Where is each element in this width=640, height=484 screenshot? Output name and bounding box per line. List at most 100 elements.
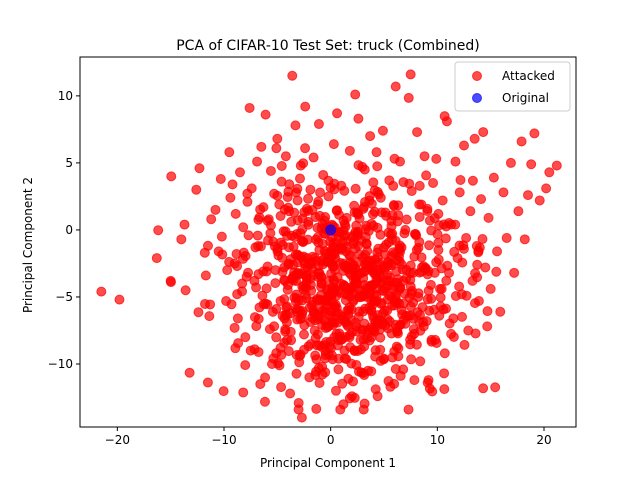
attacked-point — [315, 187, 326, 198]
x-axis-label: Principal Component 1 — [260, 456, 396, 470]
attacked-point — [394, 240, 405, 251]
attacked-point — [431, 257, 442, 268]
attacked-point — [314, 294, 325, 305]
attacked-point — [305, 259, 316, 270]
attacked-point — [314, 377, 325, 388]
attacked-point — [280, 226, 291, 237]
attacked-point — [324, 341, 335, 352]
attacked-point — [378, 354, 389, 365]
attacked-point — [240, 332, 251, 343]
attacked-point — [244, 102, 255, 113]
attacked-point — [492, 246, 503, 257]
attacked-point — [328, 139, 339, 150]
attacked-point — [348, 265, 359, 276]
attacked-point — [390, 364, 401, 374]
attacked-point — [387, 234, 398, 245]
attacked-point — [501, 232, 512, 243]
attacked-point — [184, 367, 195, 378]
attacked-point — [238, 222, 249, 233]
attacked-point — [405, 334, 416, 345]
attacked-point — [384, 316, 395, 327]
legend-label-attacked: Attacked — [502, 69, 555, 83]
attacked-point — [320, 212, 331, 223]
attacked-point — [271, 332, 282, 343]
attacked-point — [351, 277, 362, 288]
attacked-point — [243, 230, 254, 241]
attacked-point — [232, 313, 243, 324]
attacked-point — [488, 172, 499, 183]
attacked-point — [341, 354, 352, 364]
attacked-point — [412, 127, 423, 138]
attacked-point — [426, 336, 437, 347]
attacked-point — [449, 246, 460, 257]
attacked-point — [298, 236, 309, 247]
attacked-point — [331, 328, 342, 339]
attacked-point — [478, 383, 489, 394]
attacked-point — [386, 215, 397, 226]
attacked-point — [305, 279, 316, 290]
attacked-point — [434, 310, 445, 321]
attacked-point — [544, 167, 555, 178]
attacked-point — [364, 302, 375, 313]
attacked-point — [505, 157, 516, 168]
attacked-point — [368, 177, 379, 188]
attacked-point — [294, 357, 305, 368]
attacked-point — [270, 265, 281, 276]
attacked-point — [509, 267, 520, 278]
attacked-point — [255, 204, 266, 215]
attacked-point — [529, 128, 540, 139]
attacked-point — [393, 343, 404, 354]
attacked-point — [253, 347, 264, 358]
attacked-point — [422, 206, 433, 217]
attacked-point — [353, 113, 364, 124]
attacked-point — [377, 125, 388, 136]
attacked-point — [277, 310, 288, 321]
attacked-point — [222, 265, 233, 276]
attacked-point — [251, 282, 262, 293]
attacked-point — [469, 133, 480, 144]
attacked-point — [443, 218, 454, 229]
attacked-point — [367, 260, 378, 271]
attacked-point — [457, 311, 468, 322]
attacked-point — [329, 184, 340, 195]
y-tick-label: −10 — [48, 357, 73, 371]
attacked-point — [444, 318, 455, 329]
attacked-point — [421, 170, 432, 181]
attacked-point — [386, 292, 397, 303]
attacked-point — [490, 382, 501, 393]
attacked-point — [429, 213, 440, 224]
attacked-point — [551, 160, 562, 171]
attacked-point — [284, 179, 295, 190]
attacked-point — [240, 360, 251, 371]
attacked-point — [291, 368, 302, 379]
attacked-point — [401, 214, 412, 225]
attacked-point — [294, 173, 305, 184]
attacked-point — [523, 190, 533, 201]
attacked-point — [241, 271, 252, 282]
attacked-point — [204, 311, 215, 322]
attacked-point — [470, 328, 481, 339]
attacked-point — [360, 231, 371, 242]
attacked-point — [272, 190, 283, 201]
attacked-point — [372, 161, 383, 172]
attacked-point — [404, 292, 415, 303]
attacked-point — [440, 233, 451, 244]
attacked-point — [263, 235, 274, 246]
attacked-point — [300, 101, 311, 112]
attacked-point — [230, 343, 241, 354]
attacked-point — [423, 285, 434, 296]
attacked-point — [411, 230, 422, 241]
attacked-point — [333, 364, 344, 375]
attacked-point — [282, 284, 293, 295]
attacked-point — [454, 281, 465, 292]
attacked-point — [229, 322, 240, 333]
attacked-point — [491, 266, 502, 277]
attacked-point — [326, 350, 337, 361]
attacked-point — [308, 152, 319, 163]
attacked-point — [351, 326, 362, 337]
attacked-point — [348, 287, 359, 298]
attacked-point — [439, 384, 450, 395]
attacked-point — [331, 302, 342, 313]
attacked-point — [435, 292, 446, 303]
